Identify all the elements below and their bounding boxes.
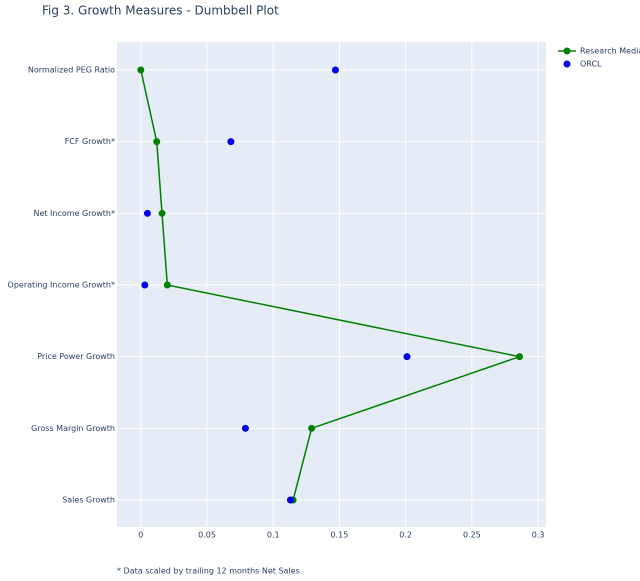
annotation: * Data scaled by trailing 12 months Net …: [117, 567, 300, 576]
x-tick-label: 0.25: [463, 531, 481, 540]
marker: [403, 353, 411, 361]
marker: [137, 66, 145, 74]
chart-title: Fig 3. Growth Measures - Dumbbell Plot: [42, 4, 279, 18]
y-tick-label: Gross Margin Growth: [31, 424, 115, 433]
x-tick-label: 0.05: [198, 531, 216, 540]
y-tick-label: FCF Growth*: [65, 137, 115, 146]
x-tick-label: 0.1: [267, 531, 280, 540]
legend-label: ORCL: [580, 60, 602, 69]
marker: [241, 424, 249, 432]
legend-label: Research Median: [580, 47, 640, 56]
marker: [227, 138, 235, 146]
x-tick-label: 0.2: [399, 531, 412, 540]
x-tick-label: 0.15: [331, 531, 349, 540]
marker: [153, 138, 161, 146]
y-tick-label: Normalized PEG Ratio: [28, 66, 115, 75]
marker: [516, 353, 524, 361]
marker: [331, 66, 339, 74]
y-tick-label: Sales Growth: [62, 496, 115, 505]
y-tick-label: Net Income Growth*: [33, 209, 115, 218]
legend-marker: [563, 47, 571, 55]
marks: [137, 66, 524, 504]
x-tick-label: 0.3: [532, 531, 545, 540]
marker: [163, 281, 171, 289]
grid: [117, 42, 546, 527]
marker: [141, 281, 149, 289]
y-tick-label: Price Power Growth: [37, 352, 115, 361]
marker: [143, 209, 151, 217]
marker: [286, 496, 294, 504]
y-tick-label: Operating Income Growth*: [8, 281, 115, 290]
marker: [158, 209, 166, 217]
legend-marker: [563, 60, 571, 68]
x-tick-label: 0: [138, 531, 143, 540]
marker: [308, 424, 316, 432]
